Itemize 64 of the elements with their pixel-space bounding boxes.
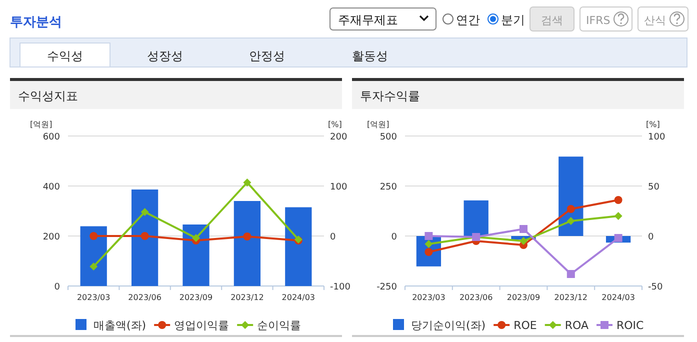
point [90, 232, 98, 240]
y2-tick-label: -50 [648, 282, 663, 292]
y2-axis-title: [%] [328, 120, 342, 129]
y-tick-label: 500 [380, 132, 398, 142]
x-tick-label: 2023/12 [554, 293, 588, 302]
y2-tick-label: -100 [330, 282, 351, 292]
legend-label: 영업이익률 [174, 319, 230, 332]
y-tick-label: 600 [42, 132, 60, 142]
point [424, 240, 433, 248]
x-tick-label: 2024/03 [282, 293, 316, 302]
y2-tick-label: 0 [330, 232, 336, 242]
y2-tick-label: 200 [330, 132, 348, 142]
legend-label: ROE [514, 319, 537, 332]
chart-title: 수익성지표 [18, 89, 78, 103]
point [614, 234, 622, 242]
y-tick-label: 0 [391, 232, 398, 242]
legend-label: ROIC [616, 319, 644, 332]
x-tick-label: 2023/09 [179, 293, 213, 302]
legend-label: 당기순이익(좌) [411, 319, 486, 332]
point [566, 205, 575, 213]
x-tick-label: 2023/06 [459, 293, 493, 302]
y2-axis-title: [%] [646, 120, 660, 129]
y-tick-label: 400 [42, 182, 60, 192]
point [520, 225, 528, 233]
x-tick-label: 2023/03 [76, 293, 110, 302]
point [520, 237, 528, 245]
page-header: 투자분석 주재무제표 연간 분기 검색 IFRS 산식 수익성 성장성 안정성 활동성 [10, 6, 688, 68]
point [614, 196, 622, 204]
bar [285, 207, 312, 286]
point [566, 270, 575, 278]
bar [464, 200, 488, 236]
x-tick-label: 2023/09 [506, 293, 540, 302]
point [424, 232, 433, 240]
point [140, 208, 149, 216]
point [614, 212, 622, 220]
y-tick-label: -250 [376, 282, 398, 292]
point [243, 178, 252, 186]
y2-tick-label: 0 [648, 232, 654, 242]
point [243, 232, 252, 240]
legend-label: ROA [564, 319, 589, 332]
legend-label: 매출액(좌) [94, 319, 146, 332]
y-axis-title: [억원] [30, 120, 52, 129]
point [192, 234, 200, 242]
chart-title: 투자수익률 [360, 89, 420, 103]
y-tick-label: 0 [54, 282, 60, 292]
bar [182, 224, 210, 286]
point [90, 262, 98, 270]
bar [131, 190, 158, 286]
y-axis-title: [억원] [367, 120, 390, 129]
bar [558, 156, 584, 236]
y-tick-label: 200 [42, 232, 60, 242]
bar [80, 226, 107, 286]
y2-tick-label: 100 [330, 182, 348, 192]
y-tick-label: 250 [380, 182, 398, 192]
x-tick-label: 2023/12 [230, 293, 264, 302]
y2-tick-label: 100 [648, 132, 666, 142]
bar [234, 201, 261, 286]
point [566, 217, 575, 225]
legend-label: 순이익률 [257, 319, 302, 332]
y2-tick-label: 50 [648, 182, 660, 192]
point [140, 232, 149, 240]
x-tick-label: 2023/06 [128, 293, 162, 302]
x-tick-label: 2023/03 [412, 293, 446, 302]
x-tick-label: 2024/03 [602, 293, 635, 302]
